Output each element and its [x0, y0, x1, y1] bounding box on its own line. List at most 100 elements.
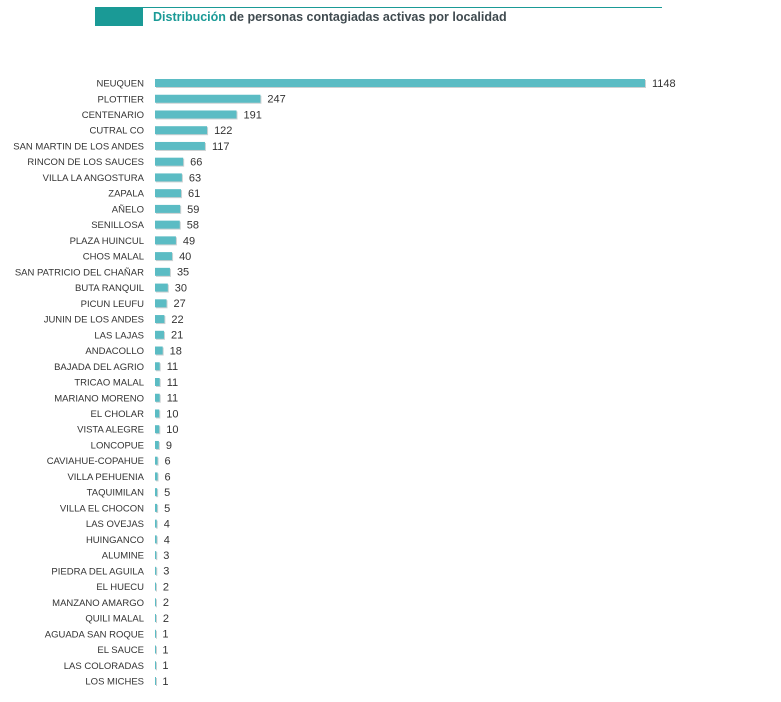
bar	[155, 283, 168, 292]
bar	[155, 141, 205, 150]
bar	[155, 440, 159, 449]
value-label: 35	[177, 267, 189, 279]
bar-shadow	[156, 583, 157, 592]
bar-shadow	[156, 678, 157, 686]
bar	[155, 173, 182, 182]
category-label: CHOS MALAL	[83, 252, 144, 263]
category-label: BAJADA DEL AGRIO	[54, 362, 144, 373]
category-label: PLAZA HUINCUL	[70, 236, 144, 247]
bar-shadow	[156, 646, 157, 655]
value-label: 11	[167, 361, 178, 373]
category-label: BUTA RANQUIL	[75, 283, 144, 294]
category-label: MANZANO AMARGO	[52, 598, 144, 609]
bar	[155, 267, 170, 276]
bar-shadow	[156, 536, 158, 545]
bar	[155, 79, 645, 87]
category-label: AGUADA SAN ROQUE	[45, 629, 144, 640]
category-label: NEUQUEN	[96, 79, 144, 90]
bar	[155, 425, 160, 434]
value-label: 247	[267, 94, 285, 106]
value-label: 61	[188, 188, 200, 200]
category-label: QUILI MALAL	[85, 614, 144, 625]
value-label: 22	[171, 314, 183, 326]
category-label: SENILLOSA	[91, 220, 144, 231]
bar	[155, 330, 164, 339]
value-label: 11	[167, 377, 178, 389]
bar	[155, 315, 165, 324]
bar	[155, 551, 157, 560]
category-label: ZAPALA	[108, 189, 144, 200]
bar-shadow	[156, 662, 157, 671]
value-label: 4	[164, 519, 170, 531]
category-label: PIEDRA DEL AGUILA	[51, 566, 144, 577]
bar	[155, 362, 160, 371]
bar	[155, 157, 184, 166]
value-label: 3	[163, 550, 169, 562]
category-label: PICUN LEUFU	[81, 299, 144, 310]
category-label: SAN MARTIN DE LOS ANDES	[13, 141, 144, 152]
bar	[155, 472, 158, 481]
bar	[155, 110, 237, 119]
category-label: VISTA ALEGRE	[77, 425, 144, 436]
bar	[155, 204, 181, 213]
category-label: SAN PATRICIO DEL CHAÑAR	[15, 267, 144, 278]
value-label: 2	[163, 613, 169, 625]
value-label: 58	[187, 220, 199, 232]
value-label: 30	[175, 282, 187, 294]
value-label: 3	[163, 566, 169, 578]
value-label: 117	[212, 141, 230, 153]
category-label: AÑELO	[112, 204, 144, 215]
category-label: ANDACOLLO	[85, 346, 144, 357]
value-label: 21	[171, 330, 183, 342]
bar	[155, 535, 157, 544]
bar	[155, 614, 156, 623]
bar-shadow	[156, 630, 157, 639]
bar	[155, 94, 261, 103]
value-label: 1	[162, 676, 168, 688]
bar	[155, 488, 158, 497]
bar-shadow	[156, 567, 158, 576]
value-label: 1	[162, 660, 168, 672]
bar-shadow	[156, 520, 158, 529]
value-label: 5	[164, 487, 170, 499]
value-label: 49	[183, 235, 195, 247]
value-label: 6	[165, 471, 171, 483]
bar	[155, 299, 167, 308]
value-label: 6	[165, 456, 171, 468]
category-label: CUTRAL CO	[89, 126, 144, 137]
bar-shadow	[156, 615, 157, 624]
bar	[155, 252, 173, 261]
category-label: LONCOPUE	[91, 440, 144, 451]
category-label: CAVIAHUE-COPAHUE	[47, 456, 144, 467]
chart-title: Distribución de personas contagiadas act…	[153, 10, 507, 24]
category-label: LAS COLORADAS	[64, 661, 144, 672]
category-label: TRICAO MALAL	[74, 378, 144, 389]
value-label: 18	[170, 345, 182, 357]
bar	[155, 456, 158, 465]
bar	[155, 629, 156, 638]
category-label: VILLA LA ANGOSTURA	[43, 173, 145, 184]
value-label: 2	[163, 581, 169, 593]
category-label: VILLA PEHUENIA	[67, 472, 144, 483]
bar	[155, 661, 156, 670]
value-label: 4	[164, 534, 170, 546]
bar	[155, 409, 160, 418]
category-label: LOS MICHES	[85, 677, 144, 688]
bar	[155, 503, 158, 512]
category-label: EL SAUCE	[97, 645, 144, 656]
value-label: 122	[214, 125, 232, 137]
value-label: 40	[179, 251, 191, 263]
value-label: 66	[190, 157, 202, 169]
value-label: 63	[189, 172, 201, 184]
bar	[155, 378, 160, 386]
bar	[155, 220, 180, 229]
bar	[155, 236, 176, 245]
category-label: TAQUIMILAN	[87, 488, 144, 499]
value-label: 27	[174, 298, 186, 310]
bar	[155, 393, 160, 402]
category-label: VILLA EL CHOCON	[60, 503, 144, 514]
bar	[155, 677, 156, 685]
category-label: LAS OVEJAS	[86, 519, 144, 530]
bar	[155, 346, 163, 355]
